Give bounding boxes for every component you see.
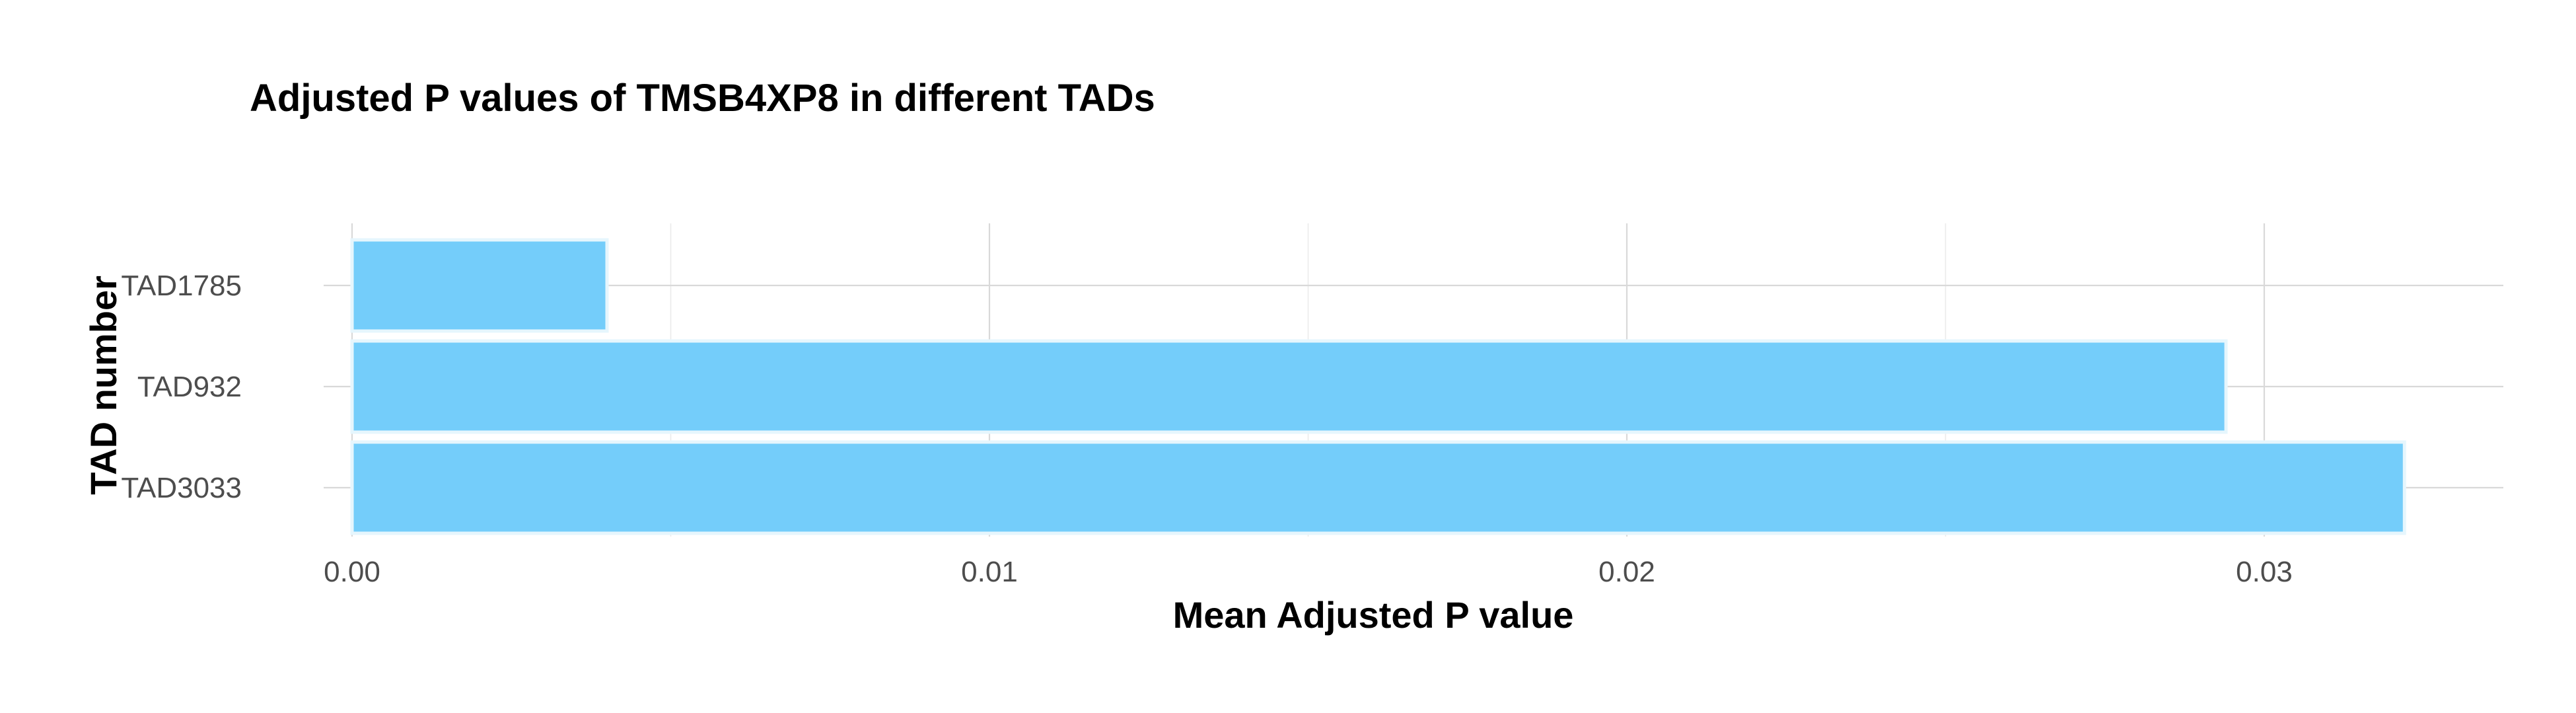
y-tick-label: TAD3033: [121, 472, 242, 504]
x-tick-label: 0.01: [961, 556, 1018, 588]
y-tick-label: TAD932: [137, 371, 242, 403]
bar-tad1785: [350, 238, 609, 333]
x-tick-label: 0.02: [1598, 556, 1655, 588]
y-axis-ticks: TAD1785 TAD932 TAD3033: [121, 270, 242, 504]
x-axis-title: Mean Adjusted P value: [1173, 594, 1574, 636]
chart-title: Adjusted P values of TMSB4XP8 in differe…: [250, 77, 1155, 120]
bar-tad932: [350, 339, 2228, 434]
x-tick-label: 0.03: [2236, 556, 2293, 588]
bars: [350, 238, 2406, 535]
y-tick-label: TAD1785: [121, 270, 242, 302]
x-axis-ticks: 0.00 0.01 0.02 0.03: [324, 556, 2293, 588]
bar-tad3033: [350, 440, 2406, 535]
y-axis-title: TAD number: [83, 276, 124, 495]
x-tick-label: 0.00: [324, 556, 380, 588]
